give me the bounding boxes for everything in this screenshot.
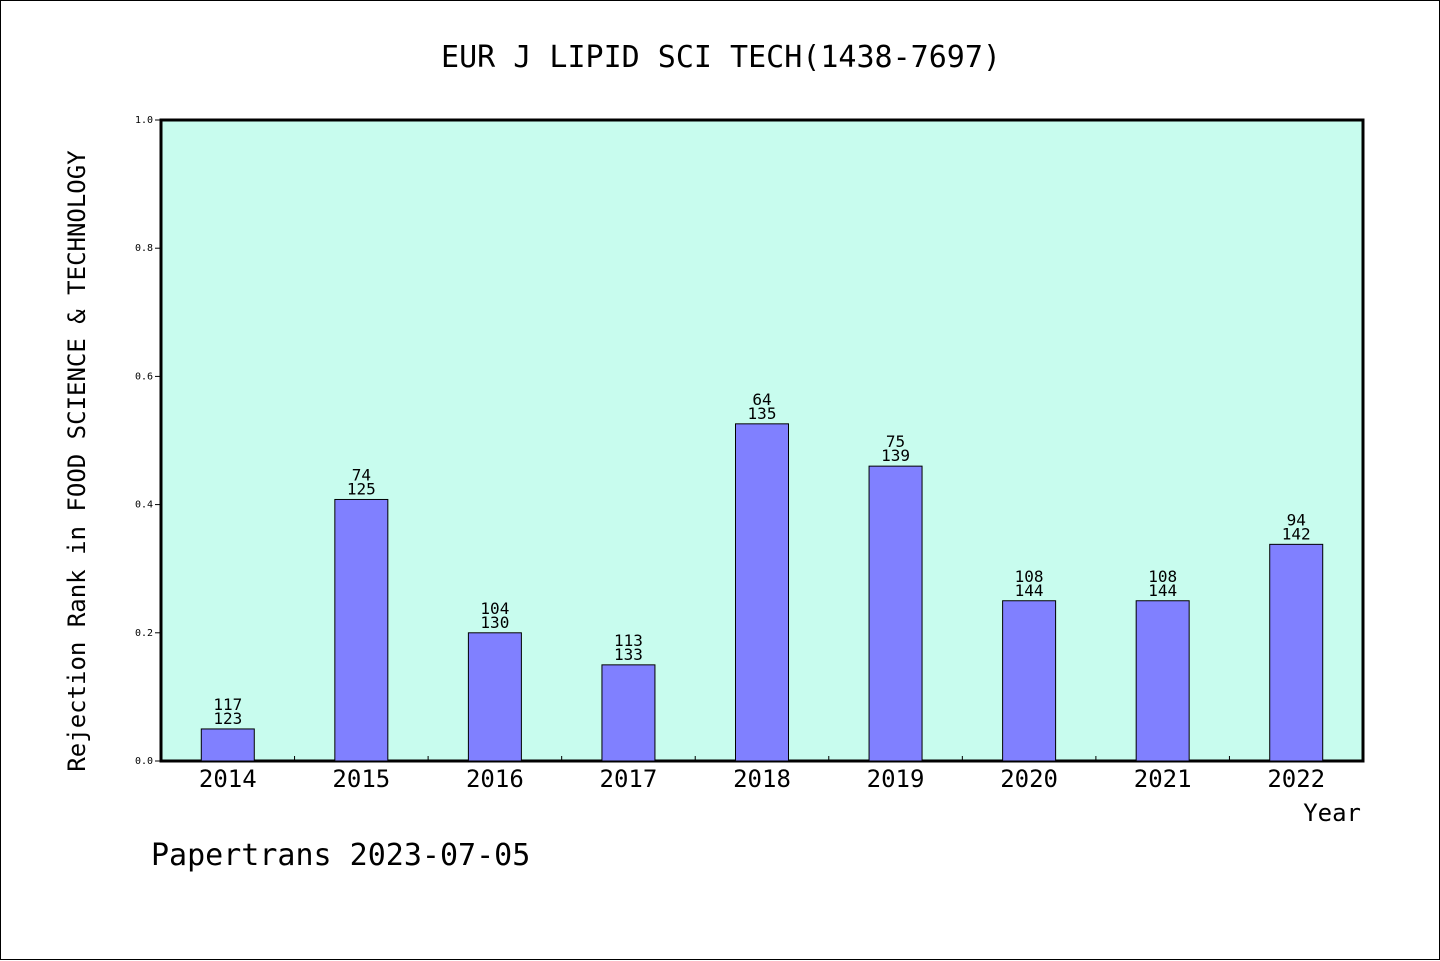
x-tick-label: 2018 — [733, 765, 791, 793]
y-axis-title: Rejection Rank in FOOD SCIENCE & TECHNOL… — [63, 150, 91, 772]
bar — [1135, 600, 1190, 762]
y-tick-label: 1.0 — [135, 115, 153, 126]
bar-total-label: 142 — [1282, 524, 1311, 543]
bar — [200, 728, 255, 762]
x-tick-label: 2019 — [867, 765, 925, 793]
x-tick-label: 2016 — [466, 765, 524, 793]
bar — [1269, 543, 1324, 762]
y-tick-label: 0.0 — [135, 756, 153, 767]
bar-total-label: 125 — [347, 479, 376, 498]
y-tick-label: 0.4 — [135, 500, 153, 511]
bar-total-label: 144 — [1148, 581, 1177, 600]
chart-title: EUR J LIPID SCI TECH(1438-7697) — [441, 40, 1001, 75]
x-tick-label: 2021 — [1134, 765, 1192, 793]
y-tick-label: 0.2 — [135, 628, 153, 639]
bar-rank-label: 94 — [1287, 510, 1306, 529]
bar-total-label: 139 — [881, 446, 910, 465]
bars-group: 1171237412510413011313364135751391081441… — [200, 390, 1324, 762]
bar-total-label: 135 — [748, 404, 777, 423]
x-tick-label: 2015 — [332, 765, 390, 793]
y-axis: 0.0 0.2 0.4 0.6 0.8 1.0 — [135, 115, 161, 767]
x-tick-label: 2020 — [1000, 765, 1058, 793]
bar — [601, 664, 656, 762]
x-axis: 2014 2015 2016 2017 2018 2019 2020 2021 2022 — [199, 756, 1325, 793]
x-tick-label: 2014 — [199, 765, 257, 793]
bar — [334, 498, 389, 762]
bar-rank-label: 104 — [480, 599, 509, 618]
x-tick-label: 2017 — [600, 765, 658, 793]
x-axis-title: Year — [1303, 799, 1361, 827]
bar-total-label: 123 — [213, 709, 242, 728]
x-tick-label: 2022 — [1267, 765, 1325, 793]
bar-total-label: 144 — [1015, 581, 1044, 600]
bar — [1002, 600, 1057, 762]
bar-rank-label: 113 — [614, 631, 643, 650]
footer-credit: Papertrans 2023-07-05 — [151, 838, 530, 873]
bar-rank-label: 74 — [352, 465, 371, 484]
bar-rank-label: 117 — [213, 695, 242, 714]
bar-rank-label: 108 — [1015, 567, 1044, 586]
bar — [735, 423, 789, 762]
bar-rank-label: 64 — [752, 390, 771, 409]
y-tick-label: 0.6 — [135, 371, 153, 382]
bar-total-label: 130 — [480, 613, 509, 632]
bar-total-label: 133 — [614, 645, 643, 664]
bar — [467, 632, 522, 762]
bar — [868, 465, 923, 762]
bar-rank-label: 75 — [886, 432, 905, 451]
y-tick-label: 0.8 — [135, 243, 153, 254]
bar-rank-label: 108 — [1148, 567, 1177, 586]
